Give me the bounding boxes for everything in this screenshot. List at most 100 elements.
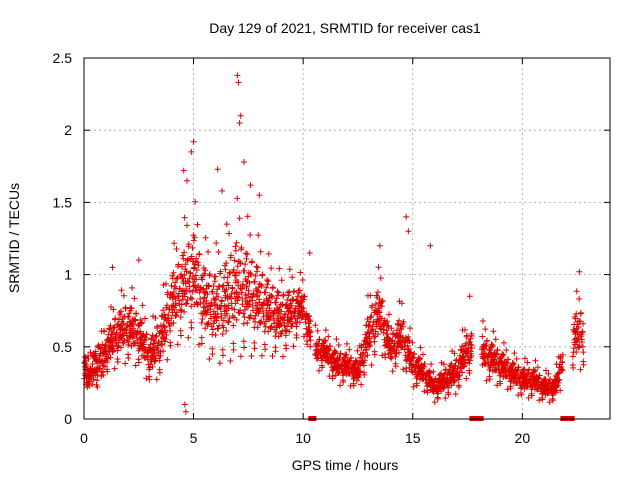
data-point [210, 282, 217, 289]
data-point [245, 303, 252, 310]
data-point [223, 310, 230, 317]
data-point [489, 343, 496, 350]
data-point [268, 323, 275, 330]
data-point [388, 325, 395, 332]
data-point [240, 310, 247, 317]
data-point [374, 331, 381, 338]
data-point [431, 399, 438, 406]
data-point [231, 306, 238, 313]
data-point [494, 346, 501, 353]
data-point [259, 271, 266, 278]
data-point [190, 278, 197, 285]
data-point [306, 249, 313, 256]
data-point [500, 339, 507, 346]
data-point [524, 359, 531, 366]
data-point [302, 319, 309, 326]
data-point [225, 319, 232, 326]
data-point [428, 361, 435, 368]
data-point [239, 296, 246, 303]
data-point [539, 396, 546, 403]
data-point [175, 261, 182, 268]
data-point [511, 350, 518, 357]
x-tick-labels: 0 5 10 15 20 [80, 430, 530, 446]
data-point [269, 353, 276, 360]
data-point [133, 310, 140, 317]
data-point [201, 294, 208, 301]
data-point [184, 222, 191, 229]
data-point [232, 243, 239, 250]
data-point [262, 289, 269, 296]
data-point [407, 325, 414, 332]
y-tick-label: 0 [64, 411, 72, 427]
data-point [401, 346, 408, 353]
data-point [201, 270, 208, 277]
data-point [91, 352, 98, 359]
data-point [164, 356, 171, 363]
data-point [368, 362, 375, 369]
data-point [226, 230, 233, 237]
data-point [442, 371, 449, 378]
axis-ticks [83, 57, 610, 420]
data-point [224, 279, 231, 286]
data-point [576, 295, 583, 302]
data-point [234, 195, 241, 202]
data-point [178, 307, 185, 314]
data-point [384, 322, 391, 329]
data-point [202, 325, 209, 332]
data-point [170, 289, 177, 296]
data-point [277, 322, 284, 329]
data-point [160, 307, 167, 314]
data-point [327, 343, 334, 350]
data-point [181, 308, 188, 315]
data-point [235, 79, 242, 86]
data-point [378, 315, 385, 322]
data-point [294, 293, 301, 300]
data-point [146, 376, 153, 383]
data-point [210, 320, 217, 327]
data-point [343, 340, 350, 347]
data-point [438, 370, 445, 377]
data-point [167, 342, 174, 349]
data-point [580, 320, 587, 327]
data-point [230, 340, 237, 347]
data-point [233, 239, 240, 246]
data-point [483, 377, 490, 384]
data-point [265, 278, 272, 285]
data-point [364, 352, 371, 359]
data-point [249, 294, 256, 301]
data-point [452, 391, 459, 398]
data-point [262, 346, 269, 353]
data-point [367, 339, 374, 346]
data-point [254, 324, 261, 331]
data-point [555, 370, 562, 377]
data-point [129, 284, 136, 291]
data-point [141, 315, 148, 322]
data-point [267, 325, 274, 332]
data-point [188, 324, 195, 331]
data-point [236, 119, 243, 126]
data-point [482, 326, 489, 333]
data-point [307, 333, 314, 340]
data-point [285, 289, 291, 296]
data-point [118, 287, 125, 294]
data-point [234, 263, 241, 270]
data-point [280, 291, 287, 298]
data-point [257, 281, 264, 288]
data-point [559, 351, 566, 358]
data-point [483, 343, 490, 350]
data-point [82, 353, 89, 360]
data-point [300, 296, 307, 303]
data-point [206, 355, 213, 362]
data-point [314, 355, 321, 362]
data-point [276, 265, 283, 272]
data-point [286, 266, 293, 273]
data-point [167, 320, 174, 327]
data-point [288, 302, 295, 309]
data-point [337, 382, 344, 389]
data-point [241, 267, 248, 274]
data-point [184, 296, 191, 303]
data-point [283, 345, 290, 352]
data-point [500, 351, 507, 358]
data-point [125, 342, 132, 349]
